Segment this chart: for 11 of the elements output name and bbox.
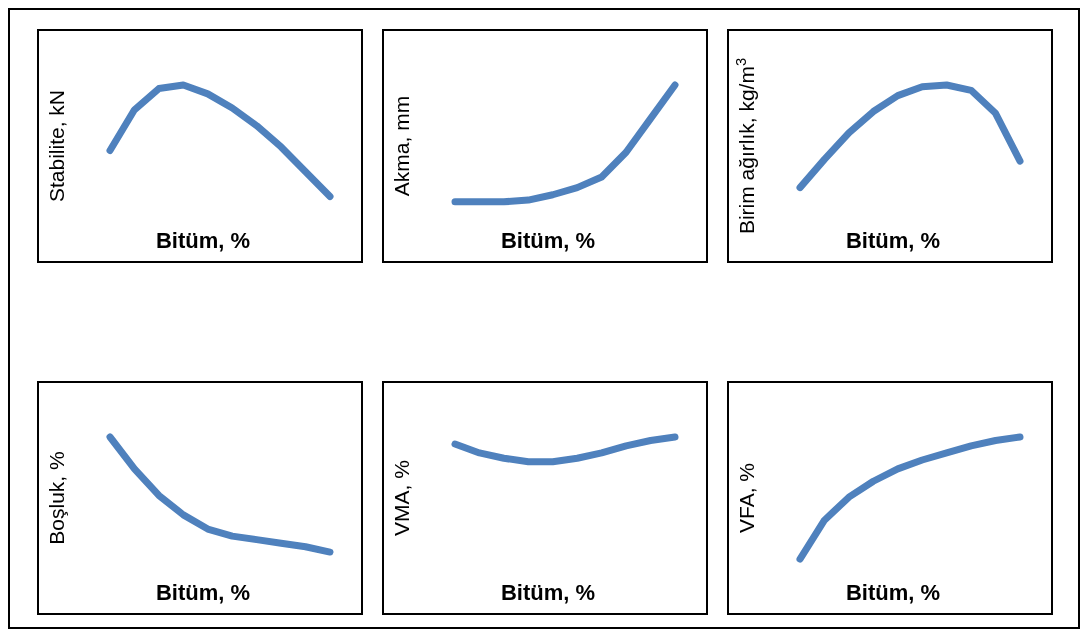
y-axis-title: Boşluk, % — [45, 451, 68, 545]
x-axis-title: Bitüm, % — [845, 580, 941, 605]
x-axis-title: Bitüm, % — [155, 228, 251, 253]
y-axis-title: VFA, % — [735, 462, 758, 534]
x-axis-title: Bitüm, % — [845, 228, 941, 253]
x-axis-title: Bitüm, % — [500, 228, 596, 253]
y-axis-title: Stabilite, kN — [45, 89, 68, 203]
y-axis-title: Akma, mm — [390, 95, 413, 197]
y-axis-title: VMA, % — [390, 460, 413, 536]
x-axis-title: Bitüm, % — [500, 580, 596, 605]
x-axis-title: Bitüm, % — [155, 580, 251, 605]
